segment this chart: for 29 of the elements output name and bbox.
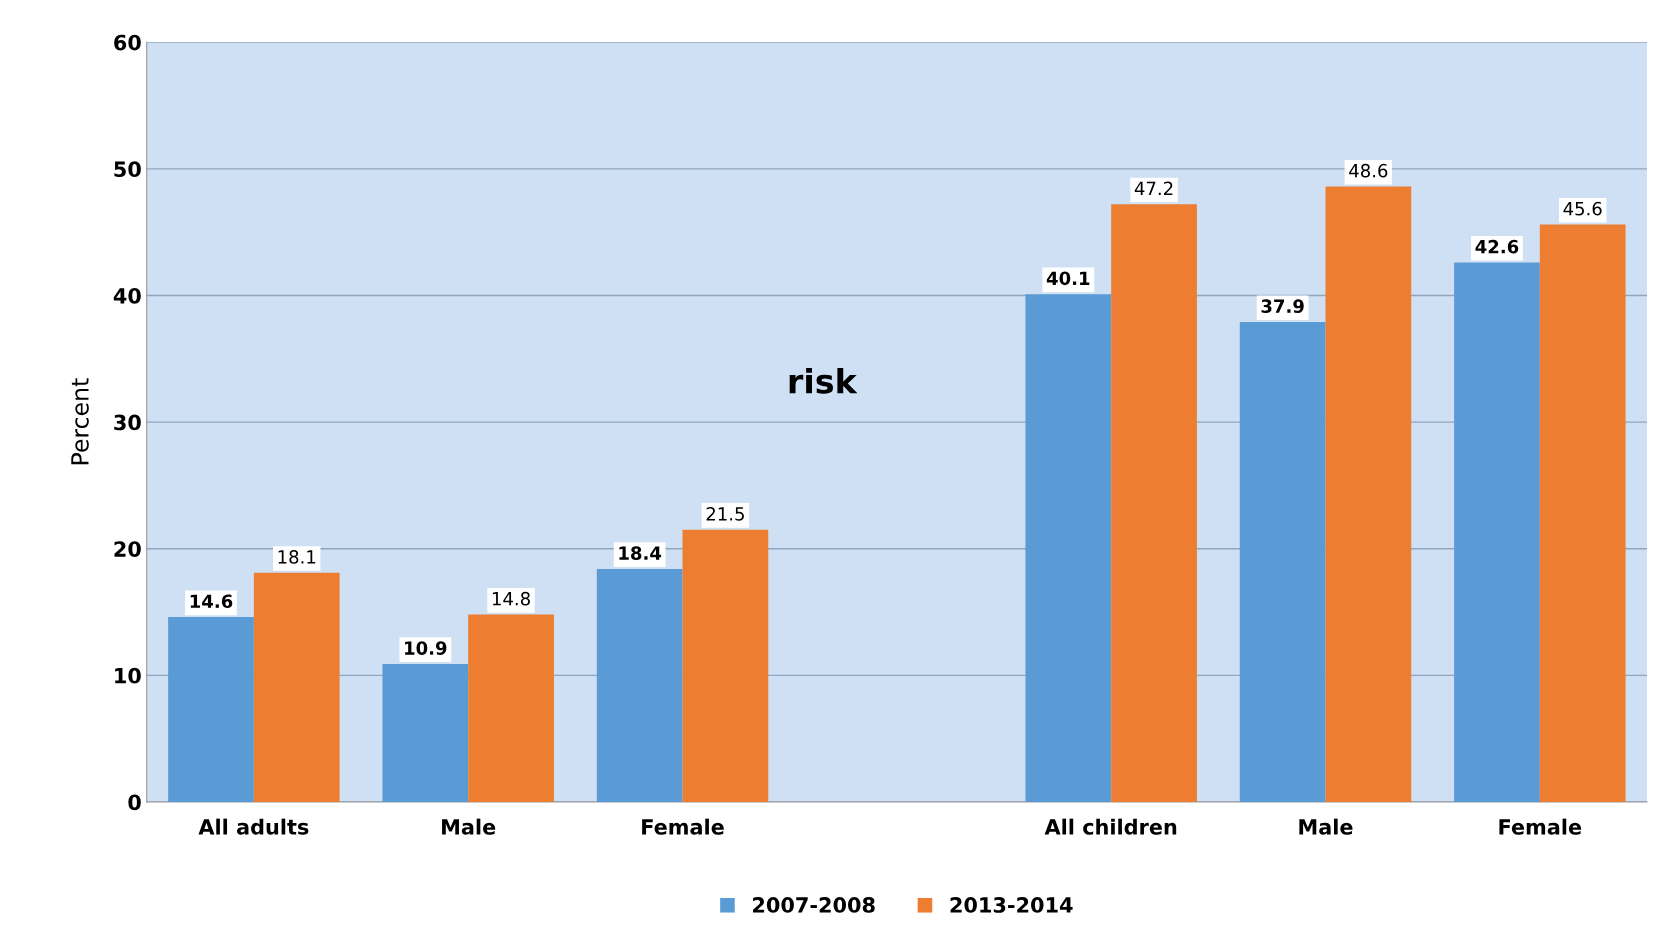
data-label: 42.6 (1475, 239, 1519, 254)
legend-label: 2007-2008 (753, 897, 875, 913)
annotation: risk (789, 367, 858, 394)
y-tick-label: 0 (128, 794, 141, 811)
y-axis-title: Percent (71, 378, 89, 465)
data-label: 21.5 (706, 507, 744, 521)
x-tick-label: Female (1499, 818, 1582, 835)
data-label: 10.9 (405, 641, 447, 655)
data-label: 14.8 (492, 591, 530, 606)
data-label: 18.1 (278, 550, 316, 564)
x-tick-label: Male (442, 818, 496, 835)
x-tick-label: All children (1044, 818, 1177, 835)
data-label: 37.9 (1261, 299, 1304, 314)
data-label: 40.1 (1046, 271, 1090, 286)
data-label: 45.6 (1563, 201, 1602, 216)
y-tick-label: 50 (114, 161, 141, 178)
legend-label: 2013-2014 (950, 897, 1073, 913)
y-tick-label: 10 (115, 667, 141, 684)
x-tick-label: Male (1299, 818, 1353, 835)
y-tick-label: 30 (114, 414, 141, 431)
data-label: 18.4 (619, 546, 662, 560)
x-tick-label: All adults (198, 818, 309, 835)
data-label: 47.2 (1134, 181, 1173, 195)
data-label: 48.6 (1349, 163, 1388, 178)
x-tick-label: Female (642, 818, 724, 835)
y-tick-label: 60 (114, 34, 141, 51)
data-label: 14.6 (190, 594, 233, 609)
y-tick-label: 20 (114, 541, 141, 557)
y-tick-label: 40 (113, 287, 141, 304)
